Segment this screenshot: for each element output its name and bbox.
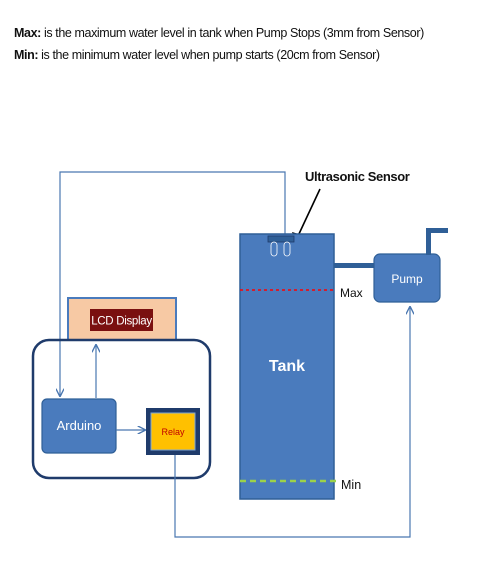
notes-block: Max: is the maximum water level in tank …: [14, 22, 474, 66]
max-note: Max: is the maximum water level in tank …: [14, 22, 474, 44]
max-description: is the maximum water level in tank when …: [40, 26, 424, 40]
pump: [373, 253, 441, 303]
controller-enclosure: [31, 338, 212, 480]
outlet-pipe-vertical: [426, 228, 431, 255]
sensor-pointer-line: [297, 188, 321, 237]
lcd-label: LCD Display: [91, 316, 152, 328]
tank: [239, 233, 335, 500]
min-label: Min: [341, 478, 361, 492]
outlet-pipe-horizontal: [426, 228, 448, 233]
ultrasonic-sensor: [267, 235, 295, 257]
sensor-label: Ultrasonic Sensor: [305, 169, 410, 184]
lcd-label-background: [90, 309, 153, 331]
arduino-block: [41, 398, 117, 454]
arduino-label: Arduino: [57, 418, 102, 433]
tank-label: Tank: [269, 358, 305, 375]
max-label: Max: [340, 286, 363, 300]
pump-label: Pump: [391, 272, 423, 286]
relay-to-pump-wire: [174, 307, 410, 538]
relay-body: [150, 412, 196, 451]
min-description: is the minimum water level when pump sta…: [38, 48, 380, 62]
inlet-pipe: [334, 263, 374, 268]
min-note: Min: is the minimum water level when pum…: [14, 44, 474, 66]
relay-label: Relay: [161, 427, 185, 437]
max-term: Max:: [14, 26, 41, 40]
min-term: Min:: [14, 48, 39, 62]
sensor-to-arduino-wire: [60, 171, 286, 396]
